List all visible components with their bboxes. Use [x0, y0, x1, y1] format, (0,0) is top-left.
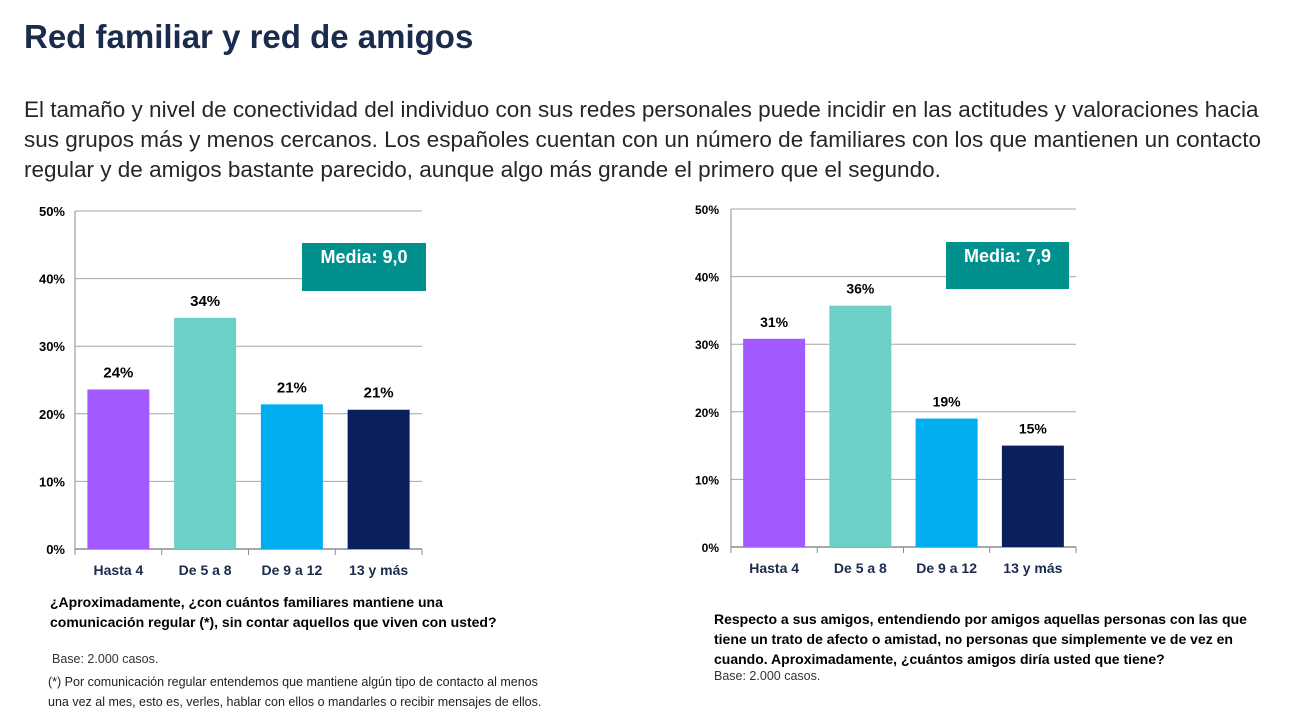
bar-2	[829, 305, 892, 547]
category-label: De 5 a 8	[834, 560, 887, 576]
question-family: ¿Aproximadamente, ¿con cuántos familiare…	[50, 594, 497, 630]
category-label: Hasta 4	[749, 560, 799, 576]
base-family: Base: 2.000 casos.	[52, 652, 159, 666]
chart-family: 0% 10% 20% 30% 40% 50% 24% Hasta 4 34% De 5 a 8 21…	[39, 204, 423, 578]
bar-3	[915, 418, 978, 547]
y-tick-label: 0%	[46, 542, 65, 557]
bar-1	[743, 338, 806, 547]
data-label: 21%	[277, 379, 307, 396]
media-badge-family: Media: 9,0	[302, 243, 426, 291]
y-tick-label: 50%	[695, 203, 719, 217]
category-label: Hasta 4	[93, 562, 143, 578]
y-tick-label: 50%	[39, 204, 65, 219]
category-label: De 5 a 8	[179, 562, 232, 578]
bar-3	[260, 404, 323, 549]
y-tick-label: 40%	[39, 272, 65, 287]
base-friends: Base: 2.000 casos.	[714, 669, 821, 683]
y-tick-label: 20%	[695, 406, 719, 420]
data-label: 15%	[1019, 421, 1048, 437]
category-label: 13 y más	[349, 562, 408, 578]
bar-1	[87, 389, 150, 549]
data-label: 34%	[190, 293, 220, 310]
category-label: De 9 a 12	[262, 562, 323, 578]
y-tick-label: 10%	[39, 474, 65, 489]
data-label: 24%	[103, 364, 133, 381]
media-badge-friends: Media: 7,9	[946, 242, 1069, 289]
data-label: 31%	[760, 314, 789, 330]
chart-friends: 0% 10% 20% 30% 40% 50% 31% Hasta 4 36% De 5 a 8 19…	[695, 203, 1077, 576]
bar-4	[347, 409, 410, 549]
y-tick-label: 10%	[695, 473, 719, 487]
y-tick-label: 20%	[39, 407, 65, 422]
y-tick-label: 30%	[39, 339, 65, 354]
bar-4	[1001, 445, 1064, 547]
y-tick-label: 40%	[695, 271, 719, 285]
page-title: Red familiar y red de amigos	[24, 18, 474, 55]
data-label: 36%	[846, 281, 875, 297]
data-label: 21%	[364, 385, 394, 402]
category-label: De 9 a 12	[916, 560, 977, 576]
y-tick-label: 30%	[695, 338, 719, 352]
y-tick-label: 0%	[702, 541, 720, 555]
footnote-family: (*) Por comunicación regular entendemos …	[48, 675, 542, 709]
intro-paragraph: El tamaño y nivel de conectividad del in…	[24, 97, 1261, 182]
question-friends: Respecto a sus amigos, entendiendo por a…	[714, 611, 1247, 667]
category-label: 13 y más	[1003, 560, 1062, 576]
bar-2	[174, 317, 237, 549]
data-label: 19%	[933, 394, 962, 410]
